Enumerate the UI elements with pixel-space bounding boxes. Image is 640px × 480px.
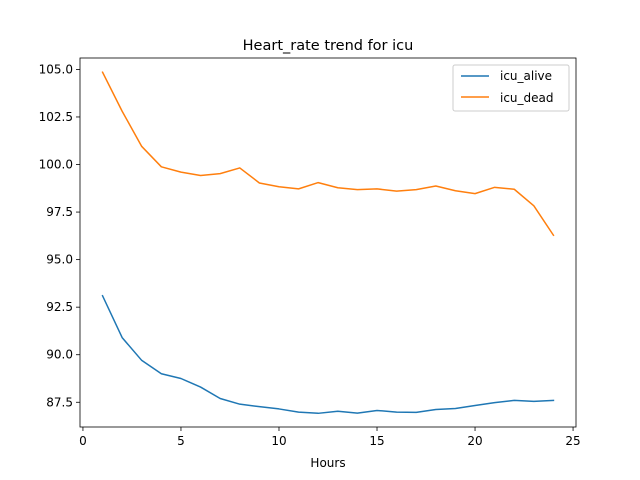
y-tick-label: 87.5 xyxy=(46,395,73,409)
y-tick-label: 105.0 xyxy=(39,62,73,76)
chart-title: Heart_rate trend for icu xyxy=(243,38,414,54)
x-axis: 0 5 10 15 20 25 xyxy=(79,427,581,448)
series-layer xyxy=(101,71,555,415)
x-tick-label: 10 xyxy=(271,434,286,448)
series-line-icu-dead xyxy=(101,71,555,237)
y-tick-label: 100.0 xyxy=(39,158,73,172)
x-tick-label: 25 xyxy=(565,434,580,448)
legend-label-icu-alive: icu_alive xyxy=(500,69,552,83)
y-tick-label: 92.5 xyxy=(46,300,73,314)
y-axis: 87.5 90.0 92.5 95.0 97.5 100.0 102.5 105.0 xyxy=(39,62,80,409)
legend-label-icu-dead: icu_dead xyxy=(500,91,554,105)
x-tick-label: 15 xyxy=(369,434,384,448)
legend: icu_alive icu_dead xyxy=(452,64,570,112)
x-tick-label: 5 xyxy=(177,434,185,448)
x-tick-label: 20 xyxy=(467,434,482,448)
y-tick-label: 95.0 xyxy=(46,253,73,267)
y-tick-label: 102.5 xyxy=(39,110,73,124)
plot-frame xyxy=(79,57,577,428)
y-tick-label: 90.0 xyxy=(46,348,73,362)
y-tick-label: 97.5 xyxy=(46,205,73,219)
series-line-icu-alive xyxy=(101,294,555,415)
x-tick-label: 0 xyxy=(79,434,87,448)
x-axis-label: Hours xyxy=(310,456,345,470)
